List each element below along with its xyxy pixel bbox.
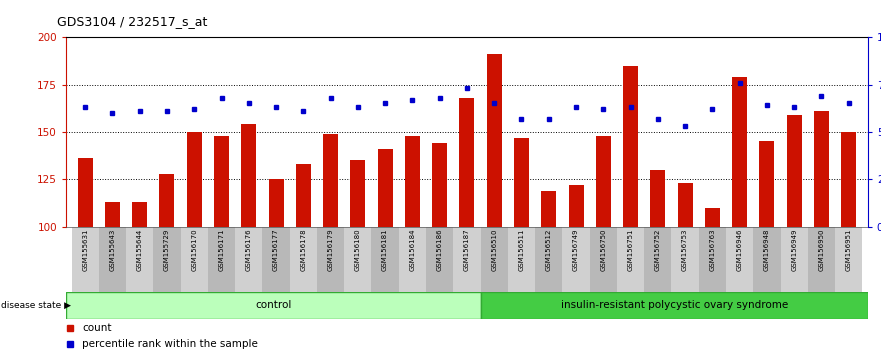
- Bar: [644, 227, 671, 292]
- Text: count: count: [82, 323, 112, 333]
- Bar: [481, 292, 868, 319]
- Bar: [650, 170, 665, 227]
- Text: GSM156179: GSM156179: [328, 229, 334, 271]
- Text: GSM156511: GSM156511: [518, 229, 524, 271]
- Bar: [841, 132, 856, 227]
- Text: GSM156180: GSM156180: [355, 229, 361, 271]
- Text: percentile rank within the sample: percentile rank within the sample: [82, 339, 258, 349]
- Text: GSM156749: GSM156749: [573, 229, 579, 271]
- Text: GSM156751: GSM156751: [627, 229, 633, 271]
- Bar: [617, 227, 644, 292]
- Bar: [105, 202, 120, 227]
- Text: GSM156950: GSM156950: [818, 229, 825, 271]
- Bar: [378, 149, 393, 227]
- Bar: [759, 141, 774, 227]
- Bar: [426, 227, 454, 292]
- Bar: [71, 227, 99, 292]
- Bar: [705, 207, 720, 227]
- Bar: [459, 98, 475, 227]
- Bar: [323, 134, 338, 227]
- Bar: [671, 227, 699, 292]
- Bar: [344, 227, 372, 292]
- Bar: [480, 227, 507, 292]
- Bar: [126, 227, 153, 292]
- Bar: [296, 164, 311, 227]
- Text: GSM156178: GSM156178: [300, 229, 307, 271]
- Text: GSM156946: GSM156946: [737, 229, 743, 271]
- Text: control: control: [255, 300, 292, 310]
- Bar: [507, 227, 535, 292]
- Bar: [187, 132, 202, 227]
- Bar: [317, 227, 344, 292]
- Text: insulin-resistant polycystic ovary syndrome: insulin-resistant polycystic ovary syndr…: [560, 300, 788, 310]
- Bar: [562, 227, 589, 292]
- Bar: [214, 136, 229, 227]
- Bar: [787, 115, 802, 227]
- Text: GSM156949: GSM156949: [791, 229, 797, 271]
- Text: disease state ▶: disease state ▶: [1, 301, 70, 310]
- Bar: [235, 227, 263, 292]
- Bar: [399, 227, 426, 292]
- Bar: [181, 227, 208, 292]
- Text: GDS3104 / 232517_s_at: GDS3104 / 232517_s_at: [57, 15, 208, 28]
- Text: GSM156753: GSM156753: [682, 229, 688, 271]
- Bar: [541, 190, 556, 227]
- Bar: [726, 227, 753, 292]
- Text: GSM155643: GSM155643: [109, 229, 115, 271]
- Text: GSM156512: GSM156512: [545, 229, 552, 271]
- Bar: [535, 227, 562, 292]
- Text: GSM156948: GSM156948: [764, 229, 770, 271]
- Bar: [153, 227, 181, 292]
- Bar: [405, 136, 420, 227]
- Bar: [699, 227, 726, 292]
- Bar: [486, 54, 501, 227]
- Bar: [589, 227, 617, 292]
- Text: GSM156750: GSM156750: [600, 229, 606, 271]
- Text: GSM155631: GSM155631: [82, 229, 88, 271]
- Text: GSM156181: GSM156181: [382, 229, 389, 271]
- Bar: [814, 111, 829, 227]
- Bar: [568, 185, 583, 227]
- Bar: [351, 160, 366, 227]
- Bar: [132, 202, 147, 227]
- Bar: [454, 227, 480, 292]
- Bar: [99, 227, 126, 292]
- Bar: [433, 143, 448, 227]
- Bar: [241, 124, 256, 227]
- Bar: [66, 292, 481, 319]
- Text: GSM156752: GSM156752: [655, 229, 661, 271]
- Text: GSM156186: GSM156186: [437, 229, 442, 271]
- Bar: [781, 227, 808, 292]
- Bar: [290, 227, 317, 292]
- Text: GSM156951: GSM156951: [846, 229, 852, 271]
- Bar: [835, 227, 862, 292]
- Text: GSM156763: GSM156763: [709, 229, 715, 271]
- Text: GSM155644: GSM155644: [137, 229, 143, 271]
- Text: GSM156176: GSM156176: [246, 229, 252, 271]
- Text: GSM156170: GSM156170: [191, 229, 197, 271]
- Bar: [78, 158, 93, 227]
- Text: GSM156177: GSM156177: [273, 229, 279, 271]
- Text: GSM156171: GSM156171: [218, 229, 225, 271]
- Bar: [159, 173, 174, 227]
- Text: GSM156510: GSM156510: [492, 229, 497, 271]
- Bar: [623, 65, 638, 227]
- Bar: [753, 227, 781, 292]
- Bar: [263, 227, 290, 292]
- Text: GSM156184: GSM156184: [410, 229, 416, 271]
- Text: GSM155729: GSM155729: [164, 229, 170, 271]
- Bar: [677, 183, 692, 227]
- Text: GSM156187: GSM156187: [464, 229, 470, 271]
- Bar: [808, 227, 835, 292]
- Bar: [732, 77, 747, 227]
- Bar: [372, 227, 399, 292]
- Bar: [514, 138, 529, 227]
- Bar: [596, 136, 611, 227]
- Bar: [269, 179, 284, 227]
- Bar: [208, 227, 235, 292]
